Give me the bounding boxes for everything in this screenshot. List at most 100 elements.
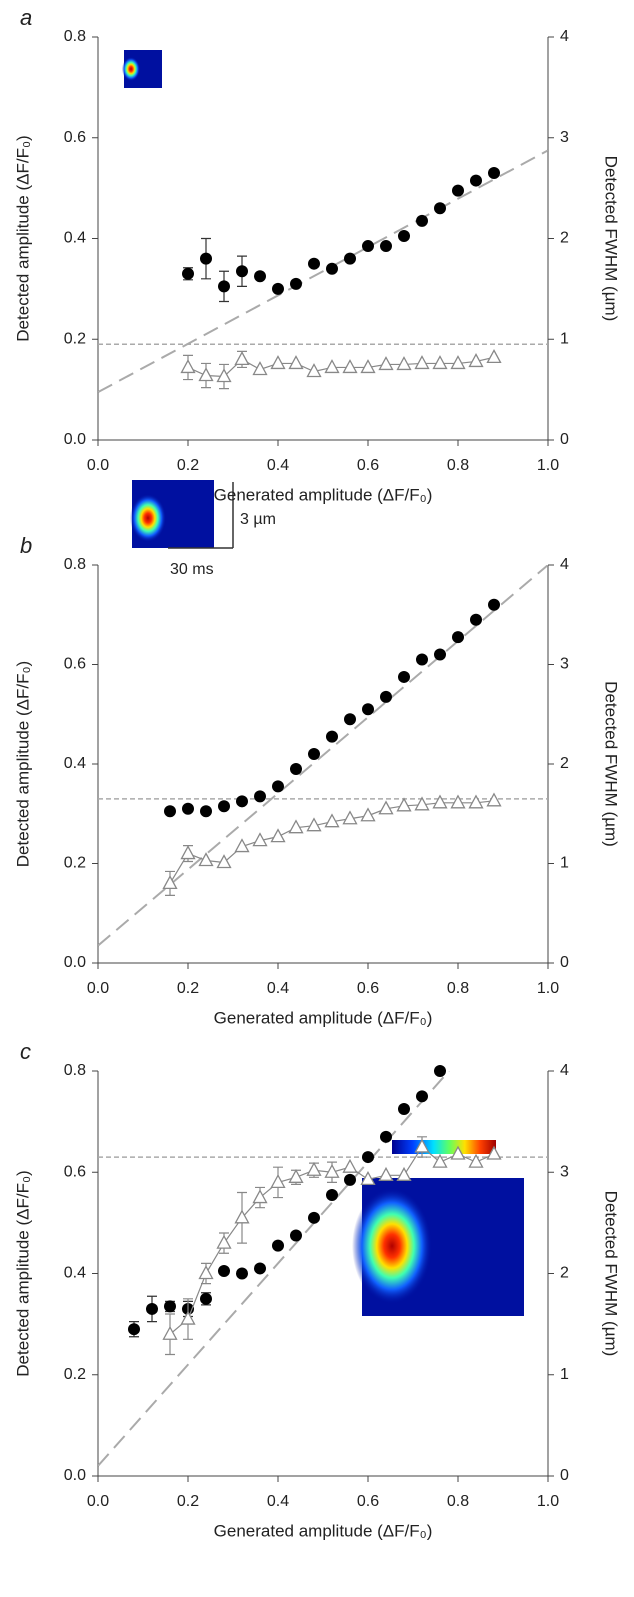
data-point xyxy=(362,240,374,253)
data-point xyxy=(182,267,194,280)
data-point xyxy=(290,1229,302,1242)
scale-label: 3 µm xyxy=(240,511,276,528)
series-line xyxy=(169,800,495,884)
data-point xyxy=(324,1163,340,1178)
data-point xyxy=(414,796,430,811)
y-tick-label: 0.4 xyxy=(64,1265,86,1282)
data-point xyxy=(290,762,302,775)
panel: 0.0 0.2 0.4 0.6 0.8 1.0 0.0 0.2 0.4 0.6 0.8 0 1 2 3 4 Ge… xyxy=(13,5,620,505)
data-point xyxy=(288,355,304,370)
data-point xyxy=(396,356,412,371)
x-tick-label: 0.0 xyxy=(87,1493,109,1510)
data-point xyxy=(198,367,214,382)
data-point xyxy=(360,359,376,374)
y-tick-label: 0.2 xyxy=(64,1366,86,1383)
data-point xyxy=(288,819,304,834)
x-axis-label: Generated amplitude (ΔF/F₀) xyxy=(214,485,433,504)
data-point xyxy=(200,805,212,818)
x-tick-label: 0.4 xyxy=(267,1493,289,1510)
x-tick-label: 0.0 xyxy=(87,980,109,997)
y2-tick-label: 2 xyxy=(560,755,569,772)
data-point xyxy=(326,1189,338,1202)
data-point xyxy=(182,802,194,815)
data-point xyxy=(380,1130,392,1143)
data-point xyxy=(200,252,212,265)
data-point xyxy=(270,1174,286,1189)
y2-tick-label: 0 xyxy=(560,954,569,971)
x-tick-label: 0.8 xyxy=(447,1493,469,1510)
x-tick-label: 0.4 xyxy=(267,457,289,474)
fit-line xyxy=(98,149,548,394)
y-tick-label: 0.4 xyxy=(64,755,86,772)
y2-tick-label: 1 xyxy=(560,1366,569,1383)
x-tick-label: 0.0 xyxy=(87,457,109,474)
y2-tick-label: 0 xyxy=(560,1467,569,1484)
inset-b xyxy=(130,480,234,549)
data-point xyxy=(270,828,286,843)
x-tick-label: 0.6 xyxy=(357,457,379,474)
data-point xyxy=(308,257,320,270)
y-axis-label: Detected amplitude (ΔF/F₀) xyxy=(13,1170,32,1376)
data-point xyxy=(450,1145,466,1160)
y-axis-label: Detected amplitude (ΔF/F₀) xyxy=(13,661,32,867)
scale-label: 30 ms xyxy=(170,561,214,578)
panel: 0.0 0.2 0.4 0.6 0.8 1.0 0.0 0.2 0.4 0.6 0.8 0 1 2 3 4 Ge… xyxy=(13,1039,620,1541)
x-tick-label: 0.8 xyxy=(447,980,469,997)
data-point xyxy=(272,282,284,295)
data-point xyxy=(432,794,448,809)
data-point xyxy=(452,184,464,197)
x-tick-label: 0.6 xyxy=(357,1493,379,1510)
y2-tick-label: 2 xyxy=(560,1265,569,1282)
y2-tick-label: 3 xyxy=(560,656,569,673)
data-point xyxy=(434,202,446,215)
x-tick-label: 1.0 xyxy=(537,1493,559,1510)
data-point xyxy=(306,363,322,378)
data-point xyxy=(306,817,322,832)
data-point xyxy=(308,1211,320,1224)
data-point xyxy=(236,1267,248,1280)
data-point xyxy=(380,240,392,253)
data-point xyxy=(234,838,250,853)
data-point xyxy=(378,800,394,815)
x-tick-label: 1.0 xyxy=(537,457,559,474)
data-point xyxy=(272,780,284,793)
data-point xyxy=(398,229,410,242)
y-tick-label: 0.0 xyxy=(64,1467,86,1484)
y2-tick-label: 2 xyxy=(560,230,569,247)
panel-label: a xyxy=(20,5,32,30)
data-point xyxy=(198,1265,214,1280)
data-point xyxy=(218,280,230,293)
data-point xyxy=(234,351,250,366)
data-point xyxy=(218,1264,230,1277)
data-point xyxy=(162,1325,178,1340)
data-point xyxy=(342,810,358,825)
data-point xyxy=(450,794,466,809)
data-point xyxy=(216,1234,232,1249)
y-tick-label: 0.6 xyxy=(64,656,86,673)
data-point xyxy=(180,359,196,374)
data-point xyxy=(218,800,230,813)
data-point xyxy=(470,613,482,626)
x-tick-label: 0.6 xyxy=(357,980,379,997)
data-point xyxy=(252,361,268,376)
data-point xyxy=(164,805,176,818)
data-point xyxy=(396,797,412,812)
data-point xyxy=(180,1310,196,1325)
data-point xyxy=(380,690,392,703)
data-point xyxy=(468,1153,484,1168)
y2-axis-label: Detected FWHM (µm) xyxy=(602,681,621,847)
data-point xyxy=(432,1153,448,1168)
panel-label: c xyxy=(20,1039,31,1064)
y2-tick-label: 4 xyxy=(560,556,569,573)
data-point xyxy=(470,174,482,187)
data-point xyxy=(360,807,376,822)
data-point xyxy=(344,1173,356,1186)
x-tick-label: 0.2 xyxy=(177,1493,199,1510)
data-point xyxy=(200,1292,212,1305)
data-point xyxy=(288,1168,304,1183)
y2-tick-label: 4 xyxy=(560,28,569,45)
data-point xyxy=(434,648,446,661)
data-point xyxy=(434,1065,446,1077)
x-tick-label: 0.2 xyxy=(177,980,199,997)
panel-label: b xyxy=(20,533,32,558)
